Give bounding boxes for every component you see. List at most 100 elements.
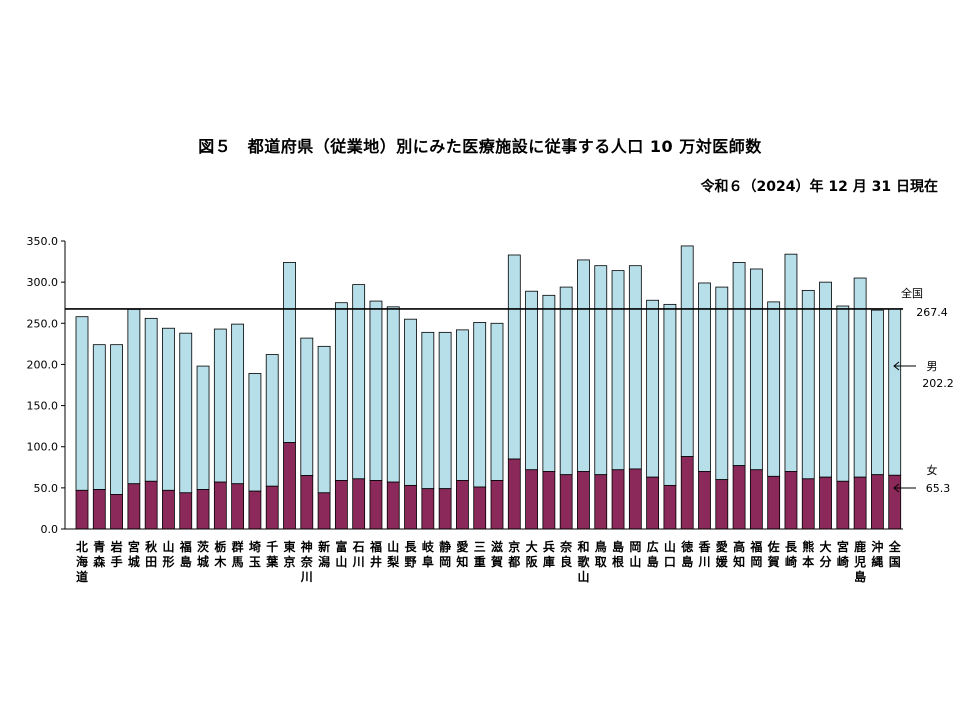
bar-female: [265, 485, 279, 530]
bar-female: [369, 480, 383, 530]
category-label: 国: [889, 555, 901, 569]
category-label: 山: [629, 554, 641, 569]
bar-male: [767, 301, 781, 477]
female-arrow-head: [893, 483, 900, 493]
category-label: 石: [352, 540, 365, 554]
bar-male: [265, 354, 279, 487]
category-label: 媛: [715, 554, 729, 569]
bar-male: [283, 261, 296, 444]
y-tick-label: 350.0: [27, 235, 59, 248]
category-label: 岐: [422, 539, 435, 554]
bar-male: [871, 309, 884, 476]
category-label: 木: [213, 554, 227, 569]
category-label: 崎: [785, 554, 797, 569]
chart-title: 図５ 都道府県（従業地）別にみた医療施設に従事する人口 10 万対医師数: [198, 137, 762, 156]
bar-male: [92, 344, 106, 490]
bar-male: [490, 322, 504, 481]
category-label: 山: [162, 539, 174, 554]
bar-female: [179, 492, 193, 530]
bar-female: [386, 481, 400, 530]
bar-male: [646, 299, 660, 478]
category-label: 北: [76, 539, 88, 554]
category-label: 阜: [422, 554, 434, 569]
bar-female: [888, 474, 902, 530]
bar-male: [853, 277, 867, 478]
bar-female: [680, 456, 694, 530]
category-label: 佐: [767, 539, 780, 554]
bar-male: [525, 290, 538, 471]
bar-female: [92, 489, 106, 530]
category-label: 海: [76, 554, 88, 569]
bar-female: [283, 442, 296, 530]
category-label: 川: [697, 555, 710, 569]
bar-male: [352, 284, 366, 480]
category-label: 道: [76, 569, 88, 584]
bar-male: [110, 344, 123, 495]
category-label: 秋: [145, 539, 158, 554]
category-label: 山: [577, 569, 589, 584]
category-label: 茨: [197, 539, 209, 554]
category-label: 葉: [265, 554, 279, 569]
category-label: 形: [162, 555, 174, 569]
bar-female: [300, 475, 314, 530]
category-label: 宮: [128, 539, 140, 554]
bar-female: [162, 489, 175, 530]
category-label: 阪: [526, 555, 539, 569]
bar-female: [231, 483, 245, 530]
category-label: 岡: [629, 540, 641, 554]
category-label: 京: [508, 539, 520, 554]
bar-male: [542, 294, 556, 472]
bar-male: [75, 316, 89, 491]
bar-male: [698, 282, 711, 472]
category-label: 崎: [837, 554, 849, 569]
category-label: 森: [93, 554, 106, 569]
category-label: 重: [474, 554, 486, 569]
category-label: 鹿: [854, 539, 866, 554]
bar-male: [732, 261, 746, 467]
category-label: 青: [93, 539, 105, 554]
category-label: 群: [231, 539, 244, 554]
bar-male: [577, 259, 590, 472]
bar-female: [871, 474, 884, 530]
bar-male: [473, 322, 487, 488]
female-annotation-label: 女: [927, 463, 938, 477]
y-tick-label: 300.0: [27, 276, 59, 289]
category-label: 児: [853, 555, 866, 569]
category-label: 鳥: [595, 539, 607, 554]
category-label: 和: [576, 539, 589, 554]
bar-male: [213, 328, 227, 483]
bar-male: [248, 373, 262, 492]
category-label: 長: [405, 539, 418, 554]
category-label: 島: [681, 554, 693, 569]
category-label: 城: [197, 554, 209, 569]
category-label: 福: [369, 539, 382, 554]
male-annotation-label: 男: [927, 360, 938, 373]
category-label: 玉: [249, 555, 261, 569]
category-label: 山: [664, 539, 676, 554]
bar-male: [179, 332, 193, 494]
bar-male: [421, 331, 435, 490]
bar-female: [196, 489, 210, 530]
category-label: 庫: [543, 554, 555, 569]
category-label: 神: [301, 539, 313, 554]
bar-male: [680, 245, 694, 457]
category-label: 根: [612, 554, 624, 569]
male-annotation-value: 202.2: [922, 377, 954, 390]
bar-male: [438, 331, 452, 490]
category-label: 島: [854, 569, 866, 584]
bar-male: [784, 253, 798, 472]
category-label: 全: [888, 539, 902, 554]
bar-male: [386, 306, 400, 483]
category-label: 熊: [802, 539, 814, 554]
bar-female: [542, 470, 556, 530]
bar-female: [628, 468, 642, 530]
category-label: 縄: [871, 554, 883, 569]
category-label: 愛: [716, 539, 728, 554]
bar-female: [594, 474, 608, 530]
category-label: 知: [455, 554, 468, 569]
bar-female: [213, 481, 227, 530]
category-label: 島: [647, 554, 659, 569]
bar-male: [819, 281, 832, 478]
male-arrow-head: [893, 361, 900, 371]
bar-male: [594, 265, 608, 476]
